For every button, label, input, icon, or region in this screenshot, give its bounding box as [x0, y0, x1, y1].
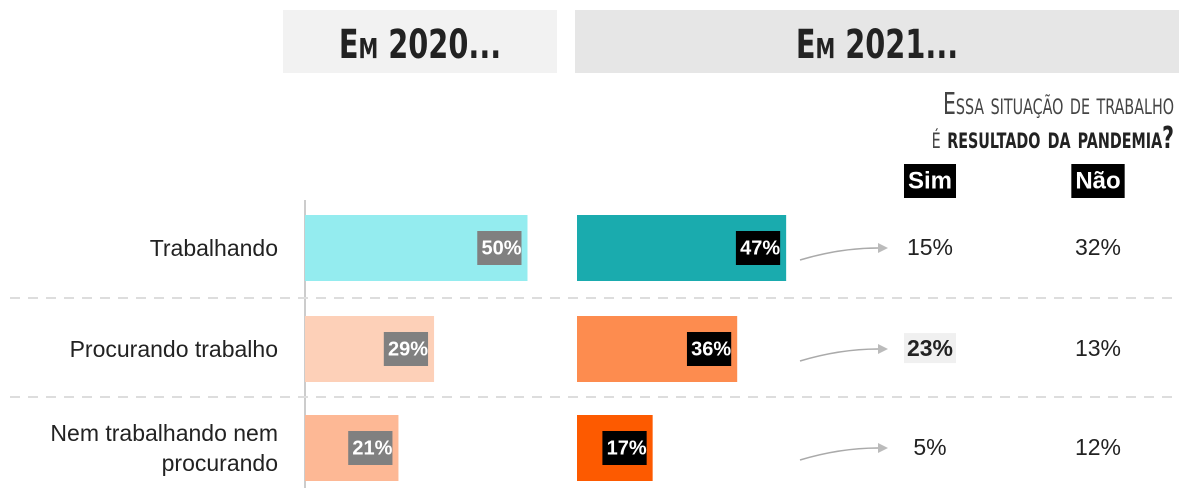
- breakdown-cell: 12%: [1075, 434, 1121, 460]
- column-header: Não: [1075, 167, 1120, 194]
- subtitle: é resultado da pandemia?: [932, 121, 1174, 156]
- value-label: 50%: [481, 237, 521, 259]
- value-label: 21%: [352, 437, 392, 459]
- breakdown-cell: 15%: [907, 234, 953, 260]
- series-header: Em 2021...: [796, 22, 958, 68]
- value-label-bg: [686, 332, 732, 366]
- column-header-bg: [903, 164, 957, 198]
- column-header: Sim: [908, 167, 952, 194]
- category-label: Trabalhando: [149, 235, 278, 261]
- arrow-head: [878, 243, 888, 253]
- arrow: [799, 348, 879, 362]
- column-header-bg: [1071, 164, 1125, 198]
- value-label: 47%: [740, 237, 780, 259]
- subtitle-bold: resultado da pandemia?: [947, 121, 1174, 156]
- breakdown-cell: 13%: [1075, 335, 1121, 361]
- value-label: 17%: [607, 437, 647, 459]
- arrow-head: [878, 443, 888, 453]
- arrow: [799, 447, 879, 461]
- value-label-bg: [602, 431, 647, 465]
- breakdown-cell: 32%: [1075, 234, 1121, 260]
- category-label: Nem trabalhando nem procurando: [50, 420, 278, 476]
- value-label-bg: [348, 431, 393, 465]
- header-box: [283, 10, 557, 73]
- value-label-bg: [383, 332, 429, 366]
- value-label-bg: [477, 231, 522, 265]
- arrow: [799, 247, 879, 261]
- value-label-bg: [735, 231, 781, 265]
- breakdown-cell: 5%: [913, 434, 946, 460]
- value-label: 29%: [388, 338, 428, 360]
- category-label: Procurando trabalho: [69, 336, 278, 362]
- value-label: 36%: [691, 338, 731, 360]
- breakdown-cell: 23%: [907, 335, 953, 361]
- series-header: Em 2020...: [339, 22, 501, 68]
- subtitle: é: [932, 121, 941, 156]
- emphasis-bg: [903, 333, 957, 364]
- subtitle: Essa situação de trabalho: [943, 87, 1174, 122]
- header-box: [575, 10, 1179, 73]
- arrow-head: [878, 344, 888, 354]
